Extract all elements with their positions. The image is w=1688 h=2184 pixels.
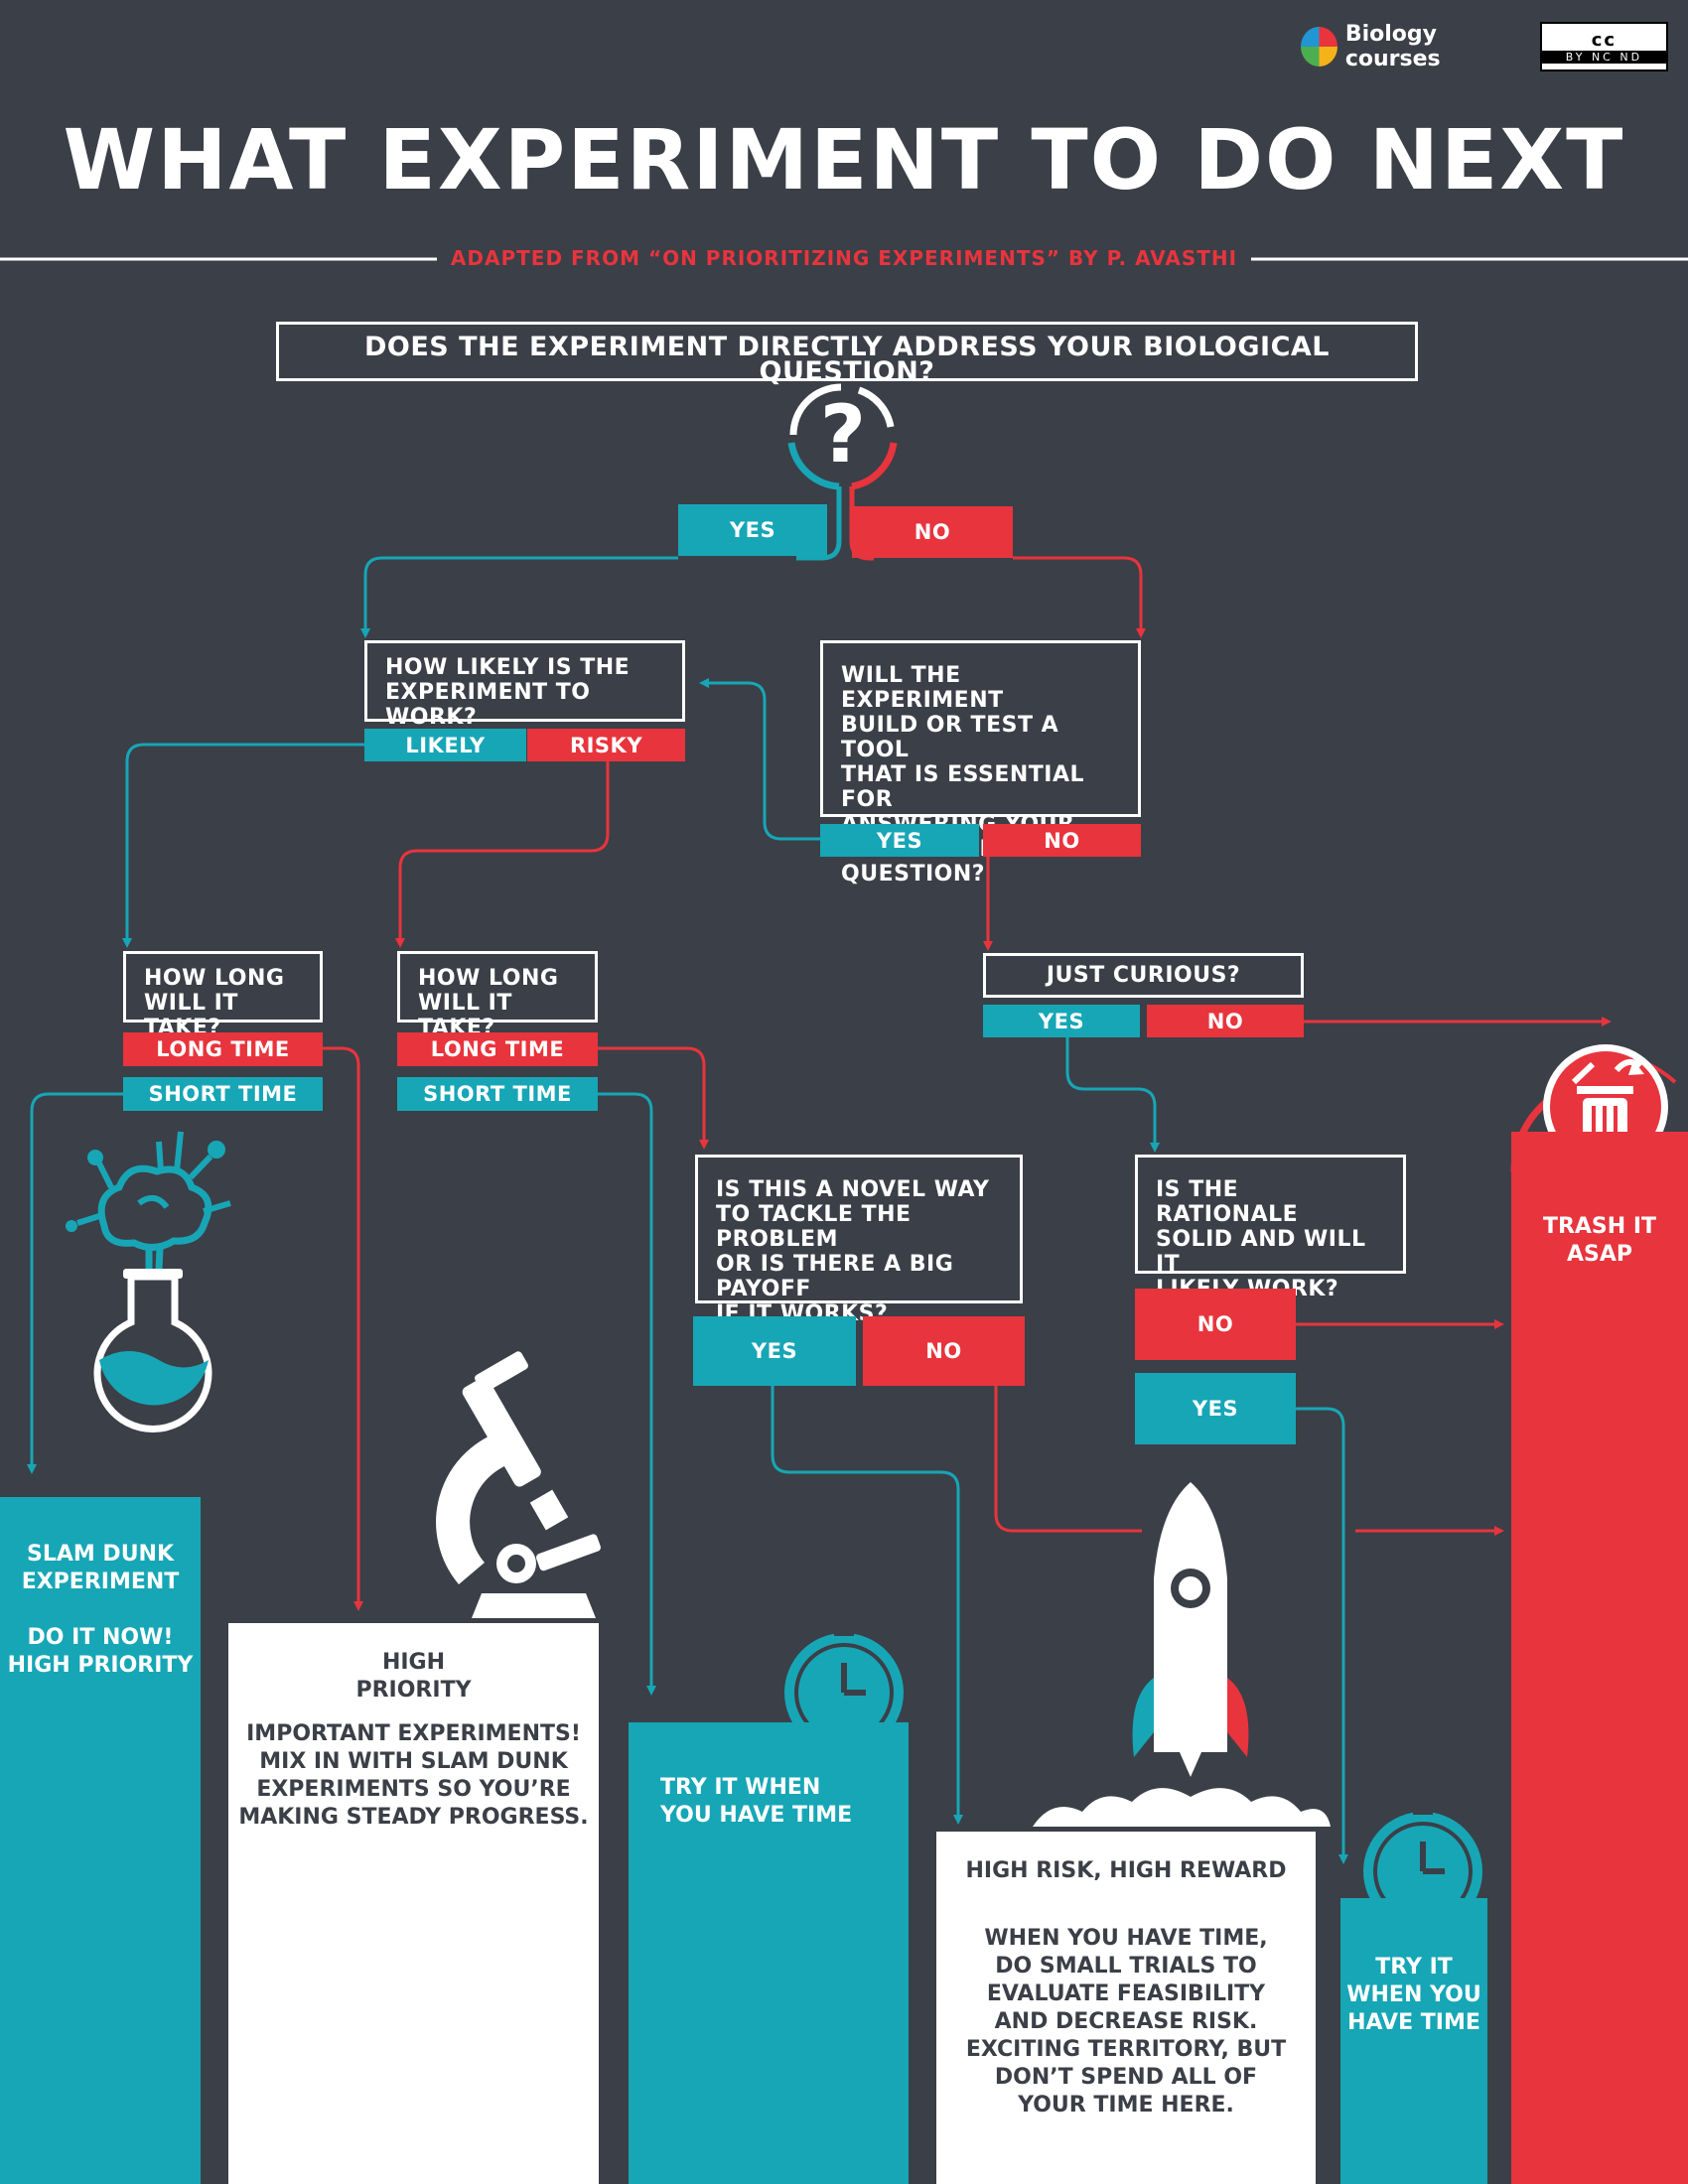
connector-curiousyes-rationale	[1065, 1037, 1160, 1153]
option-tool-yes: YES	[820, 824, 979, 857]
connector-novelno-trash	[994, 1386, 1142, 1533]
option-short-time-2: SHORT TIME	[397, 1077, 598, 1111]
question-rationale: IS THE RATIONALE SOLID AND WILL IT LIKEL…	[1135, 1155, 1406, 1301]
license-terms: BY NC ND	[1541, 51, 1666, 64]
option-short-time-1: SHORT TIME	[123, 1077, 323, 1111]
connector-rationaleyes-trytime2	[1296, 1407, 1348, 1864]
subtitle: ADAPTED FROM “ON PRIORITIZING EXPERIMENT…	[0, 246, 1688, 270]
option-curious-yes: YES	[983, 1005, 1140, 1037]
connector-no-tool	[1013, 556, 1146, 638]
option-main-yes: YES	[678, 504, 827, 556]
option-curious-no: NO	[1147, 1005, 1304, 1037]
header-logo: Biology courses cc BY NC ND	[1301, 22, 1668, 71]
option-likely: LIKELY	[364, 729, 526, 761]
question-likely: HOW LIKELY IS THE EXPERIMENT TO WORK?	[364, 640, 685, 730]
outcome-slam-dunk: SLAM DUNK EXPERIMENT DO IT NOW! HIGH PRI…	[0, 1497, 201, 2184]
question-tool: WILL THE EXPERIMENT BUILD OR TEST A TOOL…	[820, 640, 1141, 887]
svg-text:?: ?	[820, 388, 866, 480]
outcome-try-when-time-1: TRY IT WHEN YOU HAVE TIME	[629, 1722, 909, 2184]
option-risky: RISKY	[527, 729, 685, 761]
connector-main-yes	[796, 486, 842, 561]
connector-yes-likely	[360, 556, 678, 638]
option-novel-yes: YES	[693, 1316, 856, 1386]
outcome-trash-text: TRASH IT ASAP	[1542, 1214, 1657, 1267]
outcome-slam-dunk-text: SLAM DUNK EXPERIMENT DO IT NOW! HIGH PRI…	[7, 1542, 194, 1678]
question-mark-icon: ?	[787, 383, 898, 490]
question-how-long-1: HOW LONG WILL IT TAKE?	[123, 951, 323, 1040]
outcome-high-priority: HIGH PRIORITY IMPORTANT EXPERIMENTS! MIX…	[228, 1623, 599, 2184]
option-main-no: NO	[852, 506, 1013, 558]
outcome-high-risk-title: HIGH RISK, HIGH REWARD	[965, 1858, 1287, 1883]
license-symbol: cc	[1591, 30, 1618, 51]
flask-icon	[66, 1131, 231, 1433]
connector-short2-trytime	[598, 1092, 656, 1696]
question-main: DOES THE EXPERIMENT DIRECTLY ADDRESS YOU…	[276, 322, 1418, 385]
option-tool-no: NO	[983, 824, 1141, 857]
page-title: WHAT EXPERIMENT TO DO NEXT	[63, 111, 1625, 208]
connector-risky-howlong2	[395, 761, 610, 948]
biology-logo-icon	[1301, 27, 1337, 67]
question-novel: IS THIS A NOVEL WAY TO TACKLE THE PROBLE…	[695, 1155, 1023, 1326]
question-curious: JUST CURIOUS?	[983, 953, 1304, 998]
outcome-try-when-time-2-text: TRY IT WHEN YOU HAVE TIME	[1346, 1955, 1481, 2035]
license-badge: cc BY NC ND	[1539, 22, 1668, 71]
option-rationale-no: NO	[1135, 1289, 1296, 1360]
outcome-try-when-time-2: TRY IT WHEN YOU HAVE TIME	[1340, 1898, 1487, 2184]
connector-novelyes-highrisk	[771, 1386, 963, 1825]
connector-toolyes-likely	[699, 678, 820, 841]
option-novel-no: NO	[863, 1316, 1025, 1386]
connector-long2-novel	[598, 1046, 709, 1150]
question-how-long-2: HOW LONG WILL IT TAKE?	[397, 951, 598, 1040]
outcome-trash: TRASH IT ASAP	[1511, 1132, 1688, 2184]
option-long-time-1: LONG TIME	[123, 1032, 323, 1066]
outcome-high-priority-body: IMPORTANT EXPERIMENTS! MIX IN WITH SLAM …	[238, 1721, 589, 1830]
subtitle-text: ADAPTED FROM “ON PRIORITIZING EXPERIMENT…	[436, 246, 1252, 270]
outcome-high-risk: HIGH RISK, HIGH REWARD WHEN YOU HAVE TIM…	[936, 1832, 1316, 2184]
option-long-time-2: LONG TIME	[397, 1032, 598, 1066]
logo-text: Biology courses	[1344, 22, 1441, 71]
outcome-high-risk-body: WHEN YOU HAVE TIME, DO SMALL TRIALS TO E…	[965, 1926, 1287, 2117]
microscope-icon	[436, 1351, 601, 1618]
option-rationale-yes: YES	[1135, 1373, 1296, 1444]
connector-short1-slamdunk	[27, 1092, 123, 1474]
outcome-try-when-time-1-text: TRY IT WHEN YOU HAVE TIME	[660, 1775, 853, 1828]
connector-long1-highpriority	[323, 1046, 363, 1611]
connector-likely-howlong1	[122, 743, 364, 948]
outcome-high-priority-title: HIGH PRIORITY	[355, 1650, 472, 1703]
rocket-icon	[1033, 1482, 1331, 1827]
